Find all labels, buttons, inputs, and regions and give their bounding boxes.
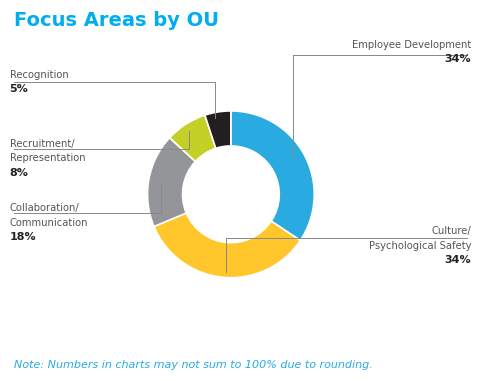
Text: Representation: Representation — [10, 153, 85, 163]
Text: 8%: 8% — [10, 168, 28, 178]
Text: 5%: 5% — [10, 85, 28, 94]
Text: 18%: 18% — [10, 232, 36, 242]
Wedge shape — [147, 138, 195, 227]
Wedge shape — [204, 111, 230, 148]
Text: Collaboration/: Collaboration/ — [10, 203, 79, 213]
Text: 34%: 34% — [444, 255, 470, 265]
Text: Focus Areas by OU: Focus Areas by OU — [14, 11, 219, 30]
Text: Culture/: Culture/ — [431, 226, 470, 236]
Wedge shape — [154, 213, 300, 278]
Wedge shape — [230, 111, 313, 240]
Wedge shape — [169, 115, 216, 162]
Text: Recognition: Recognition — [10, 70, 68, 80]
Text: Employee Development: Employee Development — [351, 40, 470, 50]
Text: Recruitment/: Recruitment/ — [10, 139, 74, 149]
Text: 34%: 34% — [444, 54, 470, 64]
Text: Note: Numbers in charts may not sum to 100% due to rounding.: Note: Numbers in charts may not sum to 1… — [14, 360, 372, 370]
Text: Communication: Communication — [10, 218, 88, 228]
Text: Psychological Safety: Psychological Safety — [368, 241, 470, 251]
